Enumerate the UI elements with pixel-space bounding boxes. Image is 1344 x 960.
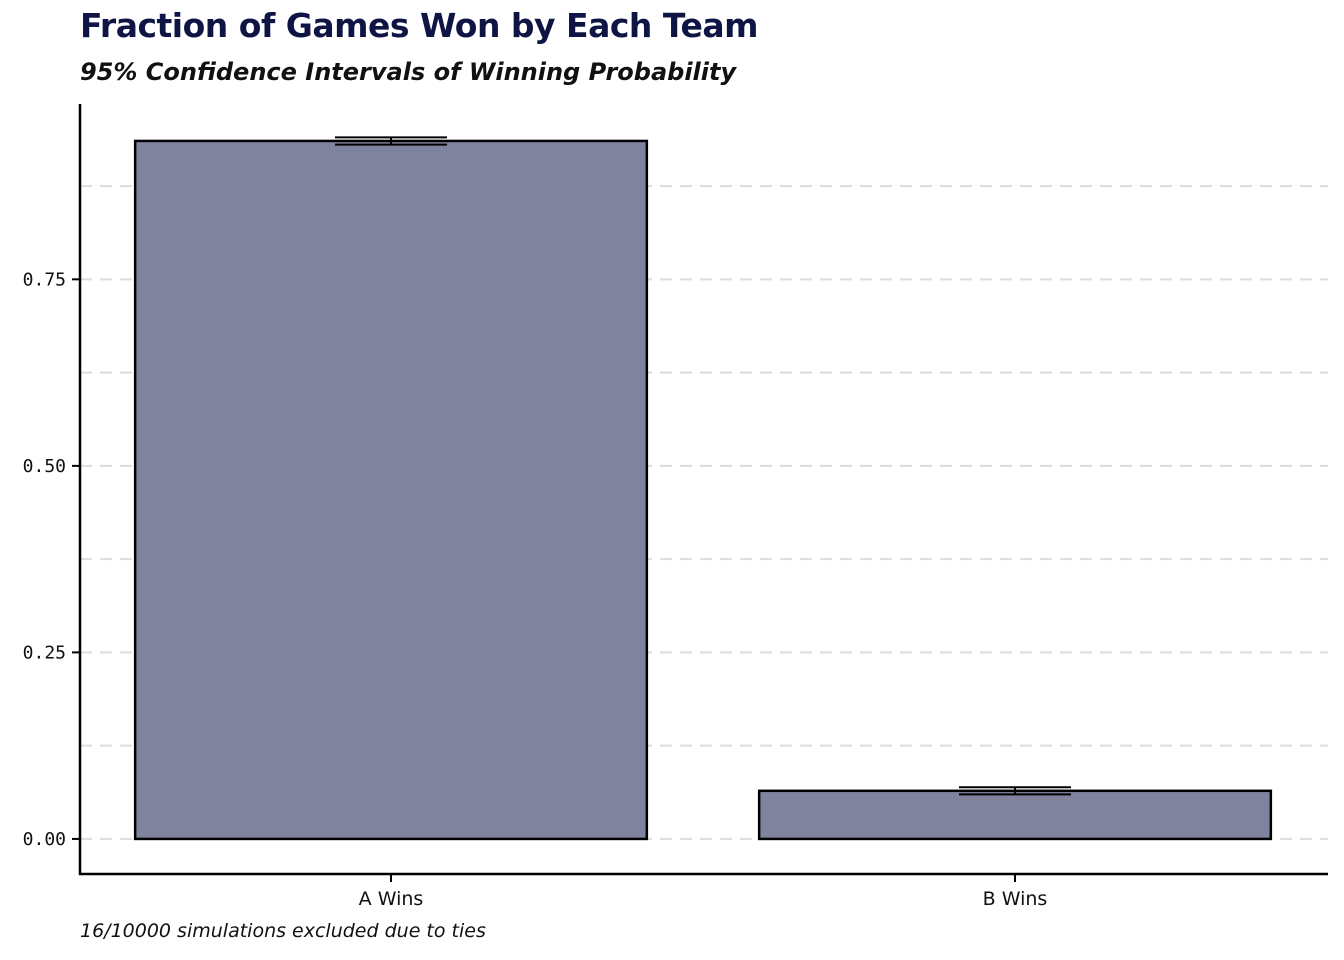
y-tick-label: 0.00 — [23, 829, 66, 850]
bars — [133, 139, 1273, 841]
y-tick-label: 0.25 — [23, 642, 66, 663]
y-tick-label: 0.50 — [23, 456, 66, 477]
x-tick-label: B Wins — [983, 888, 1048, 910]
chart-title: Fraction of Games Won by Each Team — [80, 6, 759, 45]
tick-labels: 0.00 0.25 0.50 0.75 A Wins B Wins — [23, 269, 1048, 910]
y-tick-label: 0.75 — [23, 269, 66, 290]
x-tick-label: A Wins — [359, 888, 424, 910]
axes — [72, 104, 1328, 882]
bar — [757, 789, 1273, 841]
chart-caption: 16/10000 simulations excluded due to tie… — [80, 920, 486, 942]
error-bars — [335, 136, 1071, 796]
bar — [133, 139, 649, 841]
chart-subtitle: 95% Confidence Intervals of Winning Prob… — [80, 58, 737, 86]
